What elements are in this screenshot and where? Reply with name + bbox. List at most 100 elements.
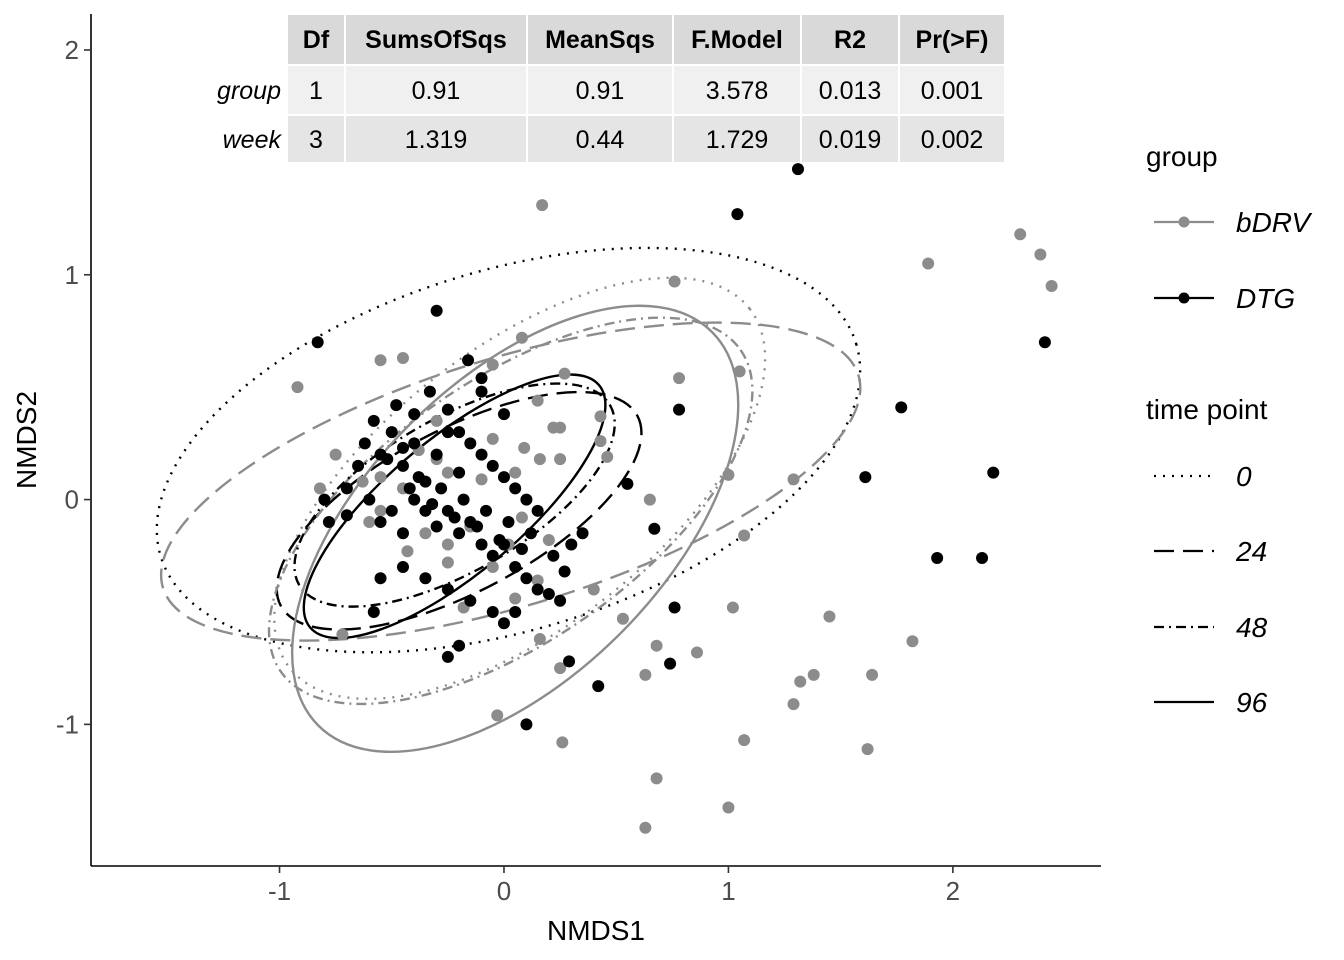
permanova-table: Df SumsOfSqs MeanSqs F.Model R2 Pr(>F) group 1 0… [217,15,1004,162]
point-bdrv [509,592,522,605]
point-dtg [502,516,515,529]
table-cell-bg [900,66,1004,114]
point-dtg [441,426,454,439]
point-dtg [520,493,533,506]
point-bdrv [861,743,874,756]
x-tick-label: -1 [268,876,291,906]
table-cell-bg [674,66,800,114]
y-tick-label: 1 [65,260,79,290]
table-cell: 1.319 [405,126,468,154]
point-dtg [621,477,634,490]
point-bdrv [515,511,528,524]
point-dtg [462,354,475,367]
point-dtg [565,538,578,551]
legend-group: group bDRV DTG [1146,141,1313,314]
point-dtg [358,437,371,450]
point-bdrv [329,448,342,461]
point-dtg [547,549,560,562]
point-dtg [471,520,484,533]
ellipse-dtg-tp24 [275,390,643,631]
table-cell: 0.013 [819,77,882,105]
point-bdrv [823,610,836,623]
legend-bdrv-label: bDRV [1236,207,1313,238]
point-dtg [453,639,466,652]
point-dtg [340,482,353,495]
point-bdrv [547,421,560,434]
point-dtg [426,498,439,511]
point-dtg [509,605,522,618]
point-bdrv [794,675,807,688]
point-dtg [475,372,488,385]
point-bdrv [1034,248,1047,261]
ellipse-bdrv-tp48 [267,316,754,706]
table-cell: 0.91 [576,77,625,105]
point-dtg [475,385,488,398]
y-axis-ticks: -1 0 1 2 [56,35,91,739]
point-bdrv [616,612,629,625]
point-bdrv [639,668,652,681]
legend-tp24-label: 24 [1235,536,1267,567]
point-bdrv [515,331,528,344]
table-header: R2 [834,26,866,54]
point-dtg [374,516,387,529]
point-dtg [497,408,510,421]
point-bdrv [866,668,879,681]
table-cell: 3.578 [706,77,769,105]
point-bdrv [922,257,935,270]
point-dtg [1038,336,1051,349]
y-tick-label: 0 [65,485,79,515]
table-row-label: week [223,126,283,154]
point-dtg [453,466,466,479]
table-header-cell-bg [288,15,344,64]
point-dtg [403,482,416,495]
point-dtg [563,655,576,668]
point-dtg [453,426,466,439]
table-cell-bg [674,116,800,162]
point-dtg [859,471,872,484]
point-dtg [475,448,488,461]
table-cell: 0.44 [576,126,625,154]
point-bdrv [374,471,387,484]
point-dtg [515,543,528,556]
point-bdrv [491,709,504,722]
point-dtg [408,408,421,421]
table-cell-bg [288,66,344,114]
point-dtg [976,552,989,565]
point-dtg [441,583,454,596]
table-row-label: group [217,77,281,105]
point-bdrv [787,698,800,711]
point-dtg [486,605,499,618]
y-tick-label: 2 [65,35,79,65]
point-bdrv [807,668,820,681]
point-dtg [435,482,448,495]
point-bdrv [374,354,387,367]
point-dtg [396,441,409,454]
point-bdrv [643,493,656,506]
point-dtg [464,437,477,450]
legend-tp48-label: 48 [1236,612,1268,643]
point-bdrv [738,734,751,747]
y-axis-title: NMDS2 [11,391,42,489]
point-dtg [363,493,376,506]
table-header: Pr(>F) [916,26,989,54]
point-dtg [441,650,454,663]
table-cell: 1.729 [706,126,769,154]
point-bdrv [531,574,544,587]
legend-group-title: group [1146,141,1218,172]
point-dtg [453,527,466,540]
point-bdrv [374,504,387,517]
point-bdrv [531,394,544,407]
point-dtg [457,493,470,506]
point-bdrv [509,466,522,479]
point-layer [291,163,1058,834]
point-dtg [509,482,522,495]
x-tick-label: 1 [721,876,735,906]
point-bdrv [518,441,531,454]
point-dtg [486,549,499,562]
point-bdrv [601,450,614,463]
point-bdrv [722,801,735,814]
y-tick-label: -1 [56,709,79,739]
point-bdrv [554,662,567,675]
point-dtg [367,414,380,427]
x-tick-label: 2 [946,876,960,906]
